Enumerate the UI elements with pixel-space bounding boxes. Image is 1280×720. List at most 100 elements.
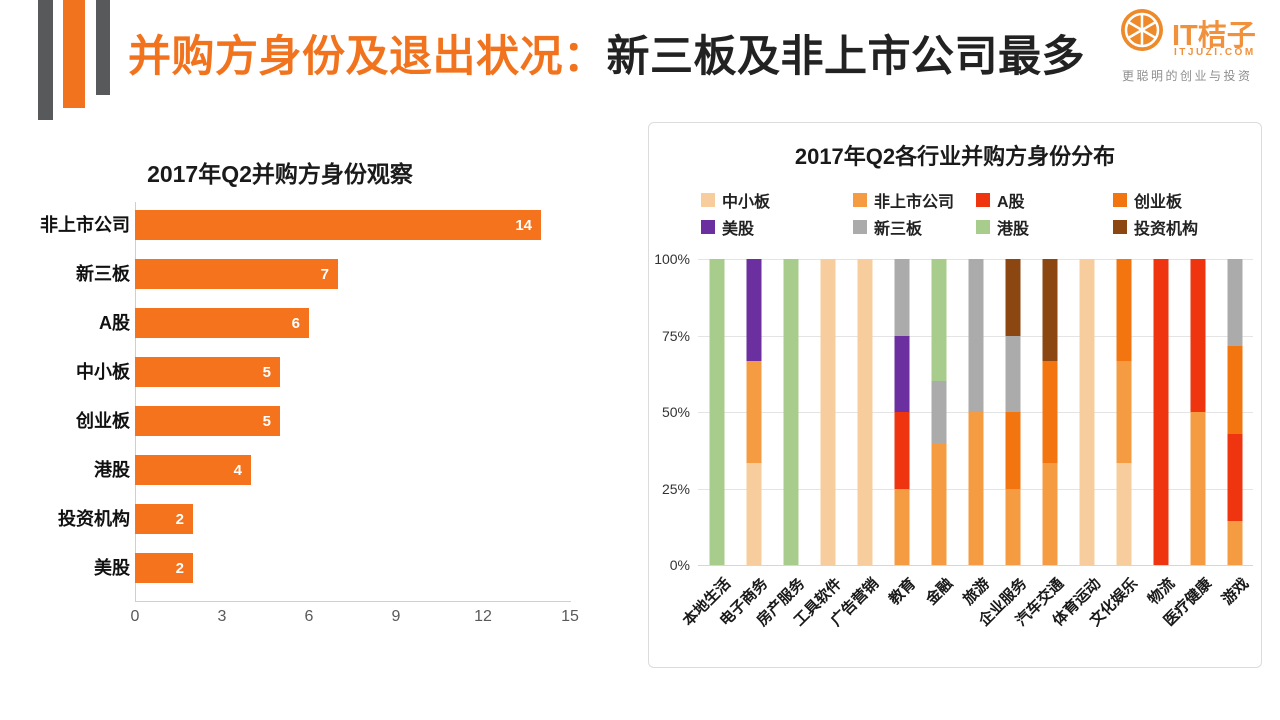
left-chart-title: 2017年Q2并购方身份观察 xyxy=(147,161,413,187)
bar-segment-港股 xyxy=(931,259,946,382)
bar-segment-A股 xyxy=(1190,259,1205,412)
bar-segment-创业板 xyxy=(1116,259,1131,362)
right-chart-y-tick-label: 50% xyxy=(661,404,690,420)
logo-name: IT桔子 xyxy=(1172,20,1256,52)
bar-segment-美股 xyxy=(894,335,909,412)
right-chart-column xyxy=(809,259,846,565)
bar-segment-非上市公司 xyxy=(1116,361,1131,464)
right-chart-stacked-bar xyxy=(857,259,872,565)
bar-segment-中小板 xyxy=(857,259,872,565)
bar-segment-新三板 xyxy=(968,259,983,412)
legend-swatch xyxy=(701,193,715,207)
right-chart-x-category-label: 教育 xyxy=(886,575,920,609)
right-chart-x-category-label: 游戏 xyxy=(1219,575,1253,609)
bar-segment-港股 xyxy=(709,259,724,565)
right-chart-y-tick-label: 0% xyxy=(669,557,690,573)
left-chart-bar: 2 xyxy=(135,504,193,534)
bar-segment-非上市公司 xyxy=(1227,521,1242,565)
bar-segment-A股 xyxy=(1153,259,1168,565)
left-chart-category-label: 非上市公司 xyxy=(40,215,130,235)
right-chart-column xyxy=(772,259,809,565)
legend-item: 创业板 xyxy=(1113,191,1198,211)
right-chart-y-tick-label: 75% xyxy=(661,328,690,344)
left-chart-category-label: 港股 xyxy=(94,460,130,480)
bar-segment-创业板 xyxy=(1227,346,1242,434)
right-chart-column xyxy=(957,259,994,565)
right-chart-column xyxy=(1105,259,1142,565)
left-chart-row: 非上市公司 14 xyxy=(30,210,620,240)
right-chart-column xyxy=(846,259,883,565)
legend-label: 中小板 xyxy=(722,194,771,211)
left-chart-category-label: A股 xyxy=(99,313,130,333)
right-chart-stacked-bar xyxy=(783,259,798,565)
bar-segment-非上市公司 xyxy=(746,360,761,464)
bar-segment-A股 xyxy=(894,412,909,489)
bar-segment-投资机构 xyxy=(1042,259,1057,361)
right-chart-column xyxy=(1179,259,1216,565)
bar-segment-非上市公司 xyxy=(1005,488,1020,565)
right-chart-title: 2017年Q2各行业并购方身份分布 xyxy=(794,144,1116,169)
left-chart-bar-value: 2 xyxy=(175,560,184,577)
left-chart-category-label: 美股 xyxy=(94,558,130,578)
right-chart-column xyxy=(883,259,920,565)
left-chart-bar-value: 14 xyxy=(515,217,532,234)
left-chart-x-tick-label: 12 xyxy=(474,608,492,625)
right-chart-y-tick-label: 25% xyxy=(661,481,690,497)
left-chart-bar: 7 xyxy=(135,259,338,289)
page-title-highlight: 并购方身份及退出状况： xyxy=(128,33,607,81)
bar-segment-新三板 xyxy=(931,381,946,443)
legend-swatch xyxy=(1113,193,1127,207)
legend-swatch xyxy=(1113,220,1127,234)
page-title-rest: 新三板及非上市公司最多 xyxy=(606,33,1085,81)
bar-segment-港股 xyxy=(783,259,798,565)
right-chart-stacked-bar xyxy=(1153,259,1168,565)
right-chart-legend: 中小板 非上市公司 A股 创业板 美股 新三板 港股 投资机构 xyxy=(701,191,1199,238)
right-chart-stacked-bar xyxy=(1005,259,1020,565)
left-chart-x-tick-label: 0 xyxy=(130,608,140,625)
left-chart-row: 美股 2 xyxy=(30,553,620,583)
legend-swatch xyxy=(853,193,867,207)
bar-segment-新三板 xyxy=(894,259,909,336)
left-bar-chart: 2017年Q2并购方身份观察 非上市公司 14 新三板 7 A股 6 中小板 5 创业板 5 港股 4… xyxy=(30,150,620,670)
legend-label: 港股 xyxy=(997,221,1030,238)
decor-bar-gray-right xyxy=(96,0,110,95)
right-chart-stacked-bar xyxy=(894,259,909,565)
left-chart-y-axis-line xyxy=(135,202,136,602)
right-chart-column xyxy=(698,259,735,565)
left-chart-bar: 5 xyxy=(135,357,280,387)
left-chart-bar: 14 xyxy=(135,210,541,240)
legend-label: 新三板 xyxy=(874,221,923,238)
legend-item: 非上市公司 xyxy=(853,191,976,211)
left-chart-category-label: 中小板 xyxy=(76,362,130,382)
right-stacked-chart-panel: 2017年Q2各行业并购方身份分布 中小板 非上市公司 A股 创业板 美股 新三板 港股 投资… xyxy=(648,122,1262,668)
left-chart-x-tick-label: 9 xyxy=(391,608,401,625)
right-chart-stacked-bar xyxy=(1042,259,1057,565)
bar-segment-非上市公司 xyxy=(931,442,946,565)
legend-item: 中小板 xyxy=(701,191,853,211)
legend-item: A股 xyxy=(976,191,1113,211)
bar-segment-中小板 xyxy=(1079,259,1094,565)
bar-segment-投资机构 xyxy=(1005,259,1020,336)
left-chart-bar-value: 5 xyxy=(262,413,271,430)
logo-domain: ITJUZI.COM xyxy=(1174,47,1256,58)
bar-segment-美股 xyxy=(746,259,761,361)
left-chart-category-label: 新三板 xyxy=(76,264,130,284)
left-chart-row: A股 6 xyxy=(30,308,620,338)
left-chart-bar: 6 xyxy=(135,308,309,338)
left-chart-row: 中小板 5 xyxy=(30,357,620,387)
page-title: 并购方身份及退出状况：新三板及非上市公司最多 xyxy=(128,22,1085,84)
right-chart-column xyxy=(1142,259,1179,565)
legend-swatch xyxy=(976,220,990,234)
bar-segment-中小板 xyxy=(820,259,835,565)
decor-bar-orange xyxy=(63,0,85,108)
legend-label: 投资机构 xyxy=(1134,221,1199,238)
right-chart-column xyxy=(1068,259,1105,565)
legend-item: 投资机构 xyxy=(1113,218,1199,238)
right-chart-column xyxy=(735,259,772,565)
left-chart-row: 投资机构 2 xyxy=(30,504,620,534)
legend-label: 创业板 xyxy=(1134,194,1183,211)
left-chart-bar: 2 xyxy=(135,553,193,583)
logo-tagline: 更聪明的创业与投资 xyxy=(1122,69,1253,83)
bar-segment-创业板 xyxy=(1005,412,1020,489)
right-chart-stacked-bar xyxy=(820,259,835,565)
